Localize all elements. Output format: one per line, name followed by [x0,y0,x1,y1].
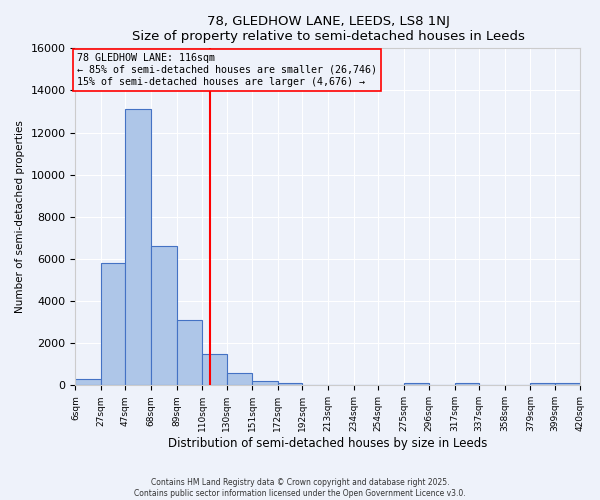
Bar [555,383,580,386]
Bar [76,379,101,386]
Text: Contains HM Land Registry data © Crown copyright and database right 2025.
Contai: Contains HM Land Registry data © Crown c… [134,478,466,498]
Title: 78, GLEDHOW LANE, LEEDS, LS8 1NJ
Size of property relative to semi-detached hous: 78, GLEDHOW LANE, LEEDS, LS8 1NJ Size of… [131,15,524,43]
Bar [530,383,555,386]
Bar [101,263,125,386]
Text: 78 GLEDHOW LANE: 116sqm
← 85% of semi-detached houses are smaller (26,746)
15% o: 78 GLEDHOW LANE: 116sqm ← 85% of semi-de… [77,54,377,86]
Bar [202,354,227,386]
Bar [404,383,429,386]
X-axis label: Distribution of semi-detached houses by size in Leeds: Distribution of semi-detached houses by … [168,437,488,450]
Bar [151,246,176,386]
Bar [278,383,302,386]
Bar [227,372,253,386]
Bar [455,383,479,386]
Bar [125,110,151,386]
Bar [176,320,202,386]
Y-axis label: Number of semi-detached properties: Number of semi-detached properties [15,120,25,314]
Bar [253,381,278,386]
